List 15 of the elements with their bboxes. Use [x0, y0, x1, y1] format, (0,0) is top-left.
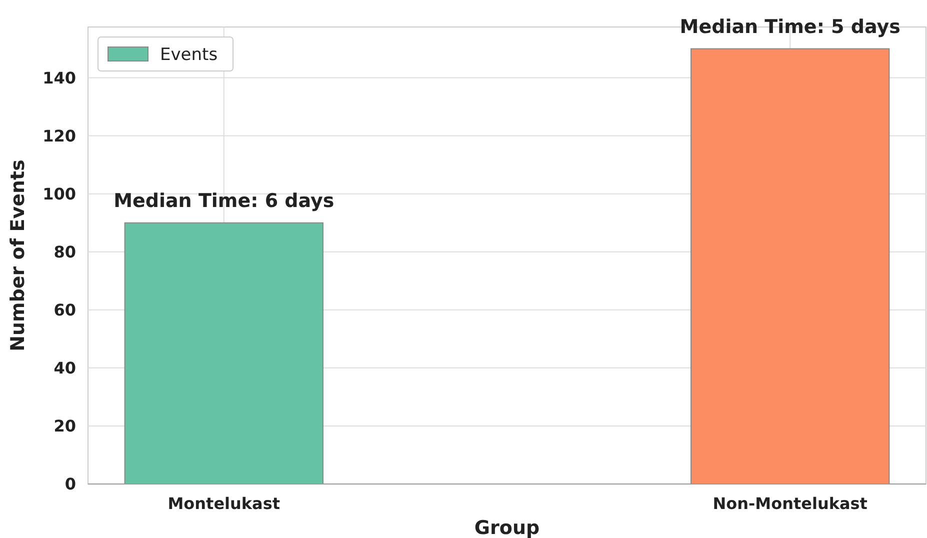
x-tick-label: Non-Montelukast: [712, 494, 868, 513]
y-axis-title: Number of Events: [7, 160, 29, 352]
y-tick-label: 60: [54, 300, 76, 320]
x-axis-title: Group: [474, 517, 540, 538]
y-tick-label: 0: [64, 474, 76, 494]
y-tick-label: 120: [42, 126, 76, 146]
annotation: Median Time: 5 days: [680, 16, 900, 38]
y-tick-label: 20: [54, 416, 76, 436]
y-tick-label: 40: [54, 358, 76, 378]
y-tick-label: 80: [54, 242, 76, 262]
y-tick-label: 140: [42, 68, 76, 88]
y-tick-label: 100: [42, 184, 76, 204]
annotation: Median Time: 6 days: [114, 190, 334, 212]
legend-label: Events: [160, 44, 218, 65]
x-tick-label: Montelukast: [168, 494, 280, 513]
